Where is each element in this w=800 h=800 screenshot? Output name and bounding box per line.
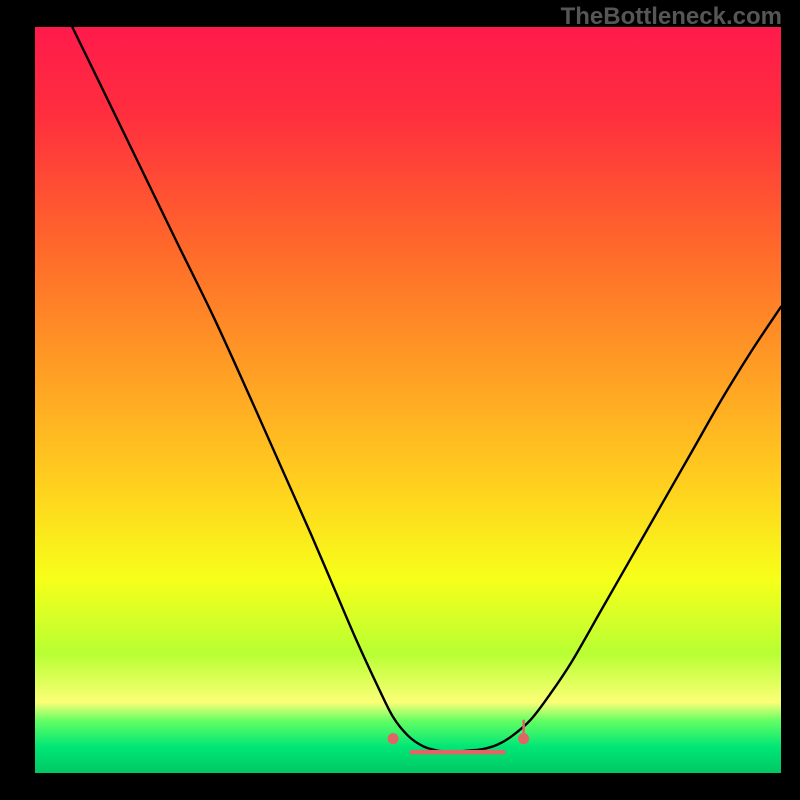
plot-area — [35, 27, 781, 773]
stage: TheBottleneck.com — [0, 0, 800, 800]
watermark-text: TheBottleneck.com — [561, 3, 782, 31]
bottom-dot-right — [518, 733, 529, 744]
bottleneck-curve — [72, 27, 781, 752]
bottom-dot-left — [388, 733, 399, 744]
curve-layer — [35, 27, 781, 773]
